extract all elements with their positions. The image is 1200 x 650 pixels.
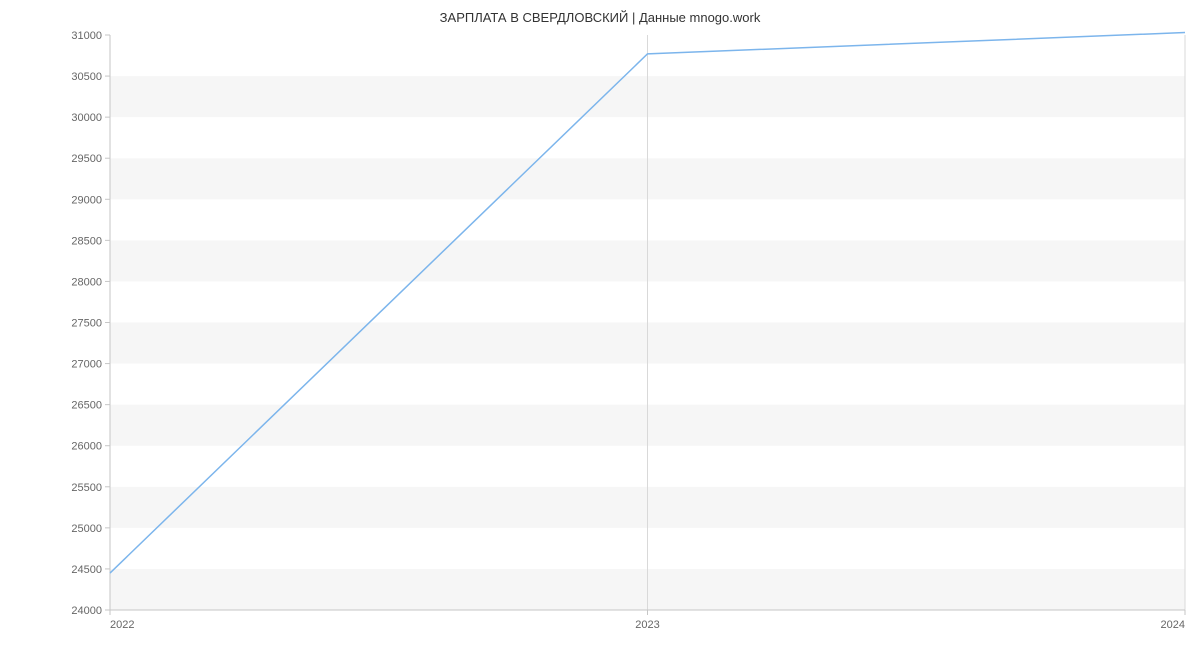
y-tick-label: 30000 xyxy=(71,112,102,124)
y-tick-label: 28000 xyxy=(71,276,102,288)
y-tick-label: 24000 xyxy=(71,605,102,617)
y-tick-label: 28500 xyxy=(71,235,102,247)
y-tick-label: 24500 xyxy=(71,564,102,576)
y-tick-label: 25000 xyxy=(71,523,102,535)
x-tick-label: 2022 xyxy=(110,619,134,631)
y-tick-label: 25500 xyxy=(71,482,102,494)
chart-svg: 24000 24500 25000 25500 26000 26500 27000 27500… xyxy=(0,0,1200,650)
y-tick-label: 27000 xyxy=(71,359,102,371)
y-tick-label: 26500 xyxy=(71,400,102,412)
chart-title: ЗАРПЛАТА В СВЕРДЛОВСКИЙ | Данные mnogo.w… xyxy=(0,10,1200,25)
x-tick-label: 2023 xyxy=(635,619,659,631)
y-tick-label: 27500 xyxy=(71,318,102,330)
y-tick-label: 31000 xyxy=(71,30,102,42)
y-tick-label: 26000 xyxy=(71,441,102,453)
salary-line-chart: ЗАРПЛАТА В СВЕРДЛОВСКИЙ | Данные mnogo.w… xyxy=(0,0,1200,650)
y-tick-label: 30500 xyxy=(71,71,102,83)
y-tick-label: 29500 xyxy=(71,153,102,165)
x-tick-label: 2024 xyxy=(1161,619,1185,631)
y-tick-label: 29000 xyxy=(71,194,102,206)
